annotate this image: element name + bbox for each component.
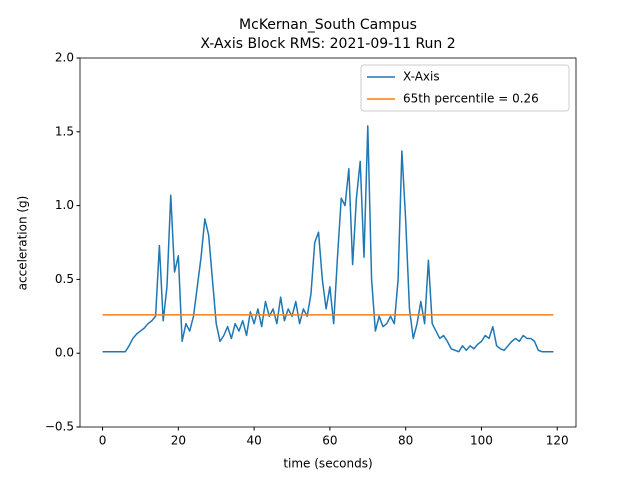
legend-label: 65th percentile = 0.26 [403,92,539,106]
chart-subtitle: X-Axis Block RMS: 2021-09-11 Run 2 [200,36,455,52]
x-tick-label: 120 [546,434,569,448]
y-tick-label: 1.0 [55,198,74,212]
x-tick-label: 60 [322,434,337,448]
y-tick-label: 0.5 [55,272,74,286]
legend-label: X-Axis [403,70,440,84]
y-tick-label: −0.5 [45,420,74,434]
y-tick-label: 2.0 [55,51,74,65]
x-axis-label: time (seconds) [283,457,372,471]
chart-title: McKernan_South Campus [239,17,417,33]
x-tick-label: 20 [171,434,186,448]
y-axis-label: acceleration (g) [16,196,30,291]
x-tick-label: 100 [470,434,493,448]
x-tick-label: 40 [246,434,261,448]
data-line [102,125,554,353]
y-tick-label: 1.5 [55,124,74,138]
legend-box [360,64,570,112]
plot-frame [79,57,577,428]
x-tick-label: 0 [99,434,107,448]
y-tick-label: 0.0 [55,346,74,360]
x-tick-label: 80 [398,434,413,448]
